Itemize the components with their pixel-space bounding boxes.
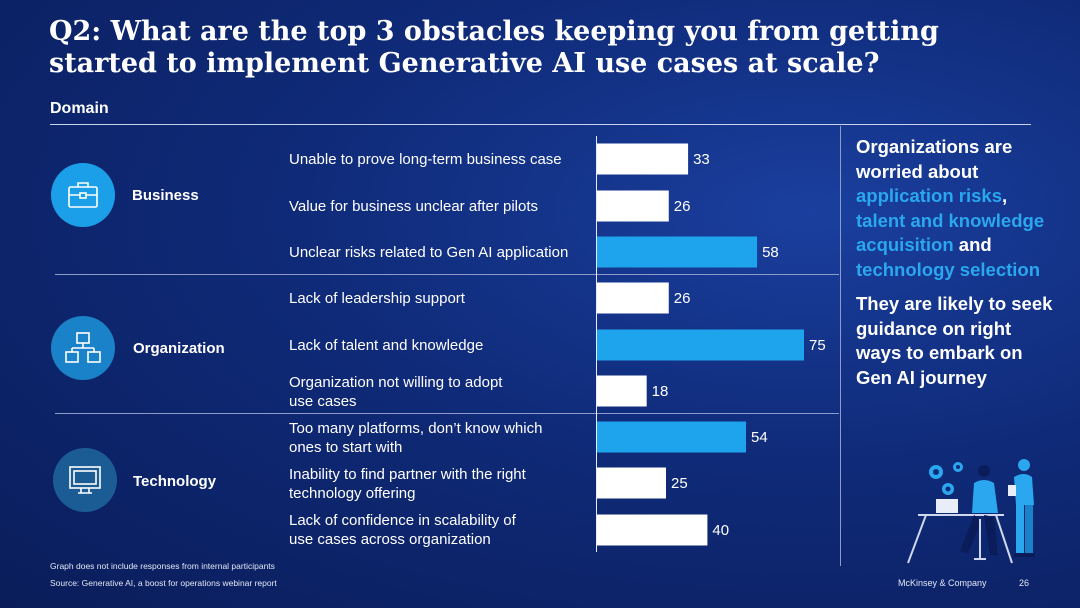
sidebar-divider xyxy=(840,126,841,566)
bar-value-label: 25 xyxy=(671,475,688,492)
row-label: Unclear risks related to Gen AI applicat… xyxy=(289,244,569,261)
category-label-technology: Technology xyxy=(133,473,217,490)
row-label: Value for business unclear after pilots xyxy=(289,198,539,215)
bar xyxy=(597,282,669,314)
row-label: Inability to find partner with the right… xyxy=(289,466,526,502)
org-chart-icon xyxy=(65,332,101,363)
bar-value-label: 26 xyxy=(674,290,691,307)
bar xyxy=(597,375,647,407)
bar xyxy=(597,467,666,499)
domain-label: Domain xyxy=(50,100,109,117)
row-label: Lack of talent and knowledge xyxy=(289,337,484,354)
row-label: Lack of leadership support xyxy=(289,290,465,307)
bar-value-label: 33 xyxy=(693,151,710,168)
footnote: Graph does not include responses from in… xyxy=(50,561,275,571)
bar-value-label: 18 xyxy=(652,383,669,400)
people-at-laptop-illustration xyxy=(907,459,1035,564)
bar-value-label: 26 xyxy=(674,198,691,215)
bar xyxy=(597,329,804,361)
category-label-organization: Organization xyxy=(133,340,225,357)
bar-value-label: 58 xyxy=(762,244,779,261)
group-divider xyxy=(55,413,839,414)
group-divider xyxy=(55,274,839,275)
page-number: 26 xyxy=(1019,578,1030,588)
bar-value-label: 54 xyxy=(751,429,768,446)
slide-title: Q2: What are the top 3 obstacles keeping… xyxy=(49,16,939,79)
insight-paragraph-2: They are likely to seek guidance on righ… xyxy=(856,293,1053,388)
source-note: Source: Generative AI, a boost for opera… xyxy=(50,578,277,588)
bar xyxy=(597,421,747,453)
row-label: Unable to prove long-term business case xyxy=(289,151,562,168)
business-circle xyxy=(51,163,115,227)
row-label: Lack of confidence in scalability of use … xyxy=(289,512,516,548)
technology-circle xyxy=(53,448,117,512)
insight-panel: Organizations are worried about applicat… xyxy=(856,135,1056,390)
chart-axis-line xyxy=(596,136,597,552)
bar xyxy=(597,190,669,222)
bar-value-label: 75 xyxy=(809,337,826,354)
row-label: Too many platforms, don’t know which ones… xyxy=(289,420,543,456)
category-label-business: Business xyxy=(132,187,199,204)
bar xyxy=(597,143,689,175)
row-label: Organization not willing to adopt use cas… xyxy=(289,374,503,410)
header-rule xyxy=(50,124,1031,125)
briefcase-icon xyxy=(68,182,98,208)
organization-circle xyxy=(51,316,115,380)
brand-name: McKinsey & Company xyxy=(898,578,987,588)
bar xyxy=(597,514,708,546)
insight-paragraph-1: Organizations are worried about applicat… xyxy=(856,136,1045,280)
bar-value-label: 40 xyxy=(712,522,729,539)
monitor-icon xyxy=(69,466,101,494)
bar xyxy=(597,236,758,268)
